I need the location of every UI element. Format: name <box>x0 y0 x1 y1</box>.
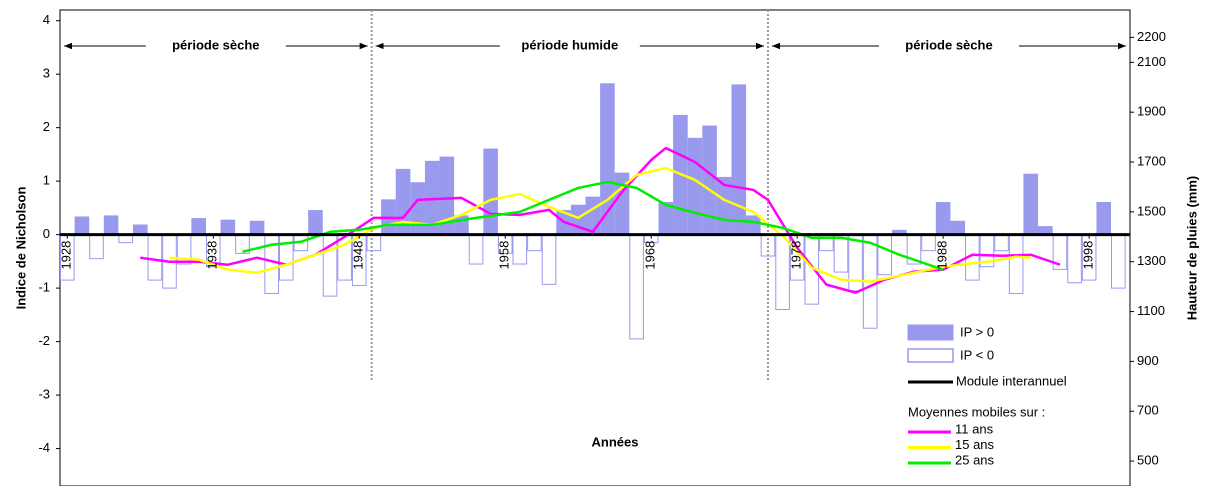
period-label-bg <box>145 37 286 55</box>
moving-average-line <box>169 166 1031 283</box>
y2-tick-label: 900 <box>1137 353 1159 368</box>
y-tick-label: 4 <box>43 12 50 27</box>
period-label: période humide <box>521 37 618 52</box>
x-tick-label: 1988 <box>935 241 950 270</box>
legend-swatch-positive <box>907 324 954 341</box>
bar-positive <box>191 218 206 236</box>
bar-positive <box>410 182 425 236</box>
bar-negative <box>278 234 294 281</box>
y2-tick-label: 1500 <box>1137 203 1166 218</box>
x-tick-label: 1928 <box>59 241 74 270</box>
bar-negative <box>147 234 163 281</box>
y2-tick-label: 500 <box>1137 453 1159 468</box>
bar-negative <box>921 234 936 252</box>
moving-average-line <box>242 180 944 271</box>
bar-negative <box>1008 234 1024 294</box>
legend-label: 15 ans <box>955 437 995 452</box>
period-label-bg <box>499 37 640 55</box>
legend-label: 25 ans <box>955 452 995 467</box>
y2-tick-label: 700 <box>1137 403 1159 418</box>
y2-tick-label: 1300 <box>1137 253 1166 268</box>
bar-positive <box>935 202 951 236</box>
bar-positive <box>1023 173 1039 236</box>
y2-tick-label: 1700 <box>1137 153 1166 168</box>
legend-title: Moyennes mobiles sur : <box>908 404 1045 419</box>
legend-label: Module interannuel <box>956 373 1067 388</box>
bar-negative <box>994 234 1009 252</box>
bar-positive <box>483 148 498 236</box>
bar-negative <box>468 234 484 265</box>
x-tick-label: 1948 <box>351 241 366 270</box>
y2-tick-label: 2200 <box>1137 29 1166 44</box>
bar-negative <box>541 234 557 285</box>
legend-label: 11 ans <box>955 421 994 436</box>
y-tick-label: 1 <box>43 173 50 188</box>
bar-negative <box>527 234 542 252</box>
bar-positive <box>220 219 236 236</box>
bar-negative <box>775 234 790 311</box>
bar-positive <box>687 137 703 236</box>
x-tick-label: 1968 <box>643 241 658 270</box>
bar-negative <box>512 234 528 265</box>
bar-positive <box>950 220 966 236</box>
legend-label: IP < 0 <box>960 347 994 362</box>
bar-negative <box>848 234 863 292</box>
x-tick-label: 1978 <box>789 241 804 270</box>
legend-label: IP > 0 <box>960 324 994 339</box>
bar-negative <box>760 234 776 257</box>
y-tick-label: 3 <box>43 66 50 81</box>
bar-negative <box>629 234 644 340</box>
x-tick-label: 1998 <box>1081 241 1096 270</box>
plot-frame <box>59 9 1131 486</box>
bar-positive <box>103 215 119 236</box>
x-tick-label: 1938 <box>205 241 220 270</box>
bar-negative <box>833 234 849 273</box>
x-axis-title: Années <box>592 434 639 449</box>
y-tick-label: 2 <box>43 119 50 134</box>
y-tick-label: -3 <box>38 387 50 402</box>
period-label: période sèche <box>905 37 992 52</box>
bar-negative <box>89 234 104 260</box>
bar-positive <box>731 84 747 236</box>
y2-tick-label: 1900 <box>1137 104 1166 119</box>
y-tick-label: -1 <box>38 280 50 295</box>
y-tick-label: -2 <box>38 333 50 348</box>
bar-negative <box>1067 234 1082 284</box>
y2-tick-label: 1100 <box>1137 303 1165 318</box>
bar-positive <box>74 216 90 236</box>
x-tick-label: 1958 <box>497 241 512 270</box>
bar-negative <box>877 234 893 276</box>
bar-positive <box>570 204 586 236</box>
bar-negative <box>1111 234 1126 289</box>
period-label-bg <box>878 37 1019 55</box>
period-label: période sèche <box>172 37 259 52</box>
y2-tick-label: 2100 <box>1137 54 1166 69</box>
bar-positive <box>746 215 761 236</box>
y2-axis-title: Hauteur de pluies (mm) <box>1184 176 1199 320</box>
bar-negative <box>366 234 382 252</box>
bar-positive <box>1096 202 1112 236</box>
bar-positive <box>308 210 323 236</box>
legend-swatch-negative <box>907 348 954 363</box>
y-tick-label: -4 <box>38 440 50 455</box>
y-axis-title: Indice de Nicholson <box>13 187 28 310</box>
bar-positive <box>249 220 265 236</box>
y-tick-label: 0 <box>43 226 50 241</box>
